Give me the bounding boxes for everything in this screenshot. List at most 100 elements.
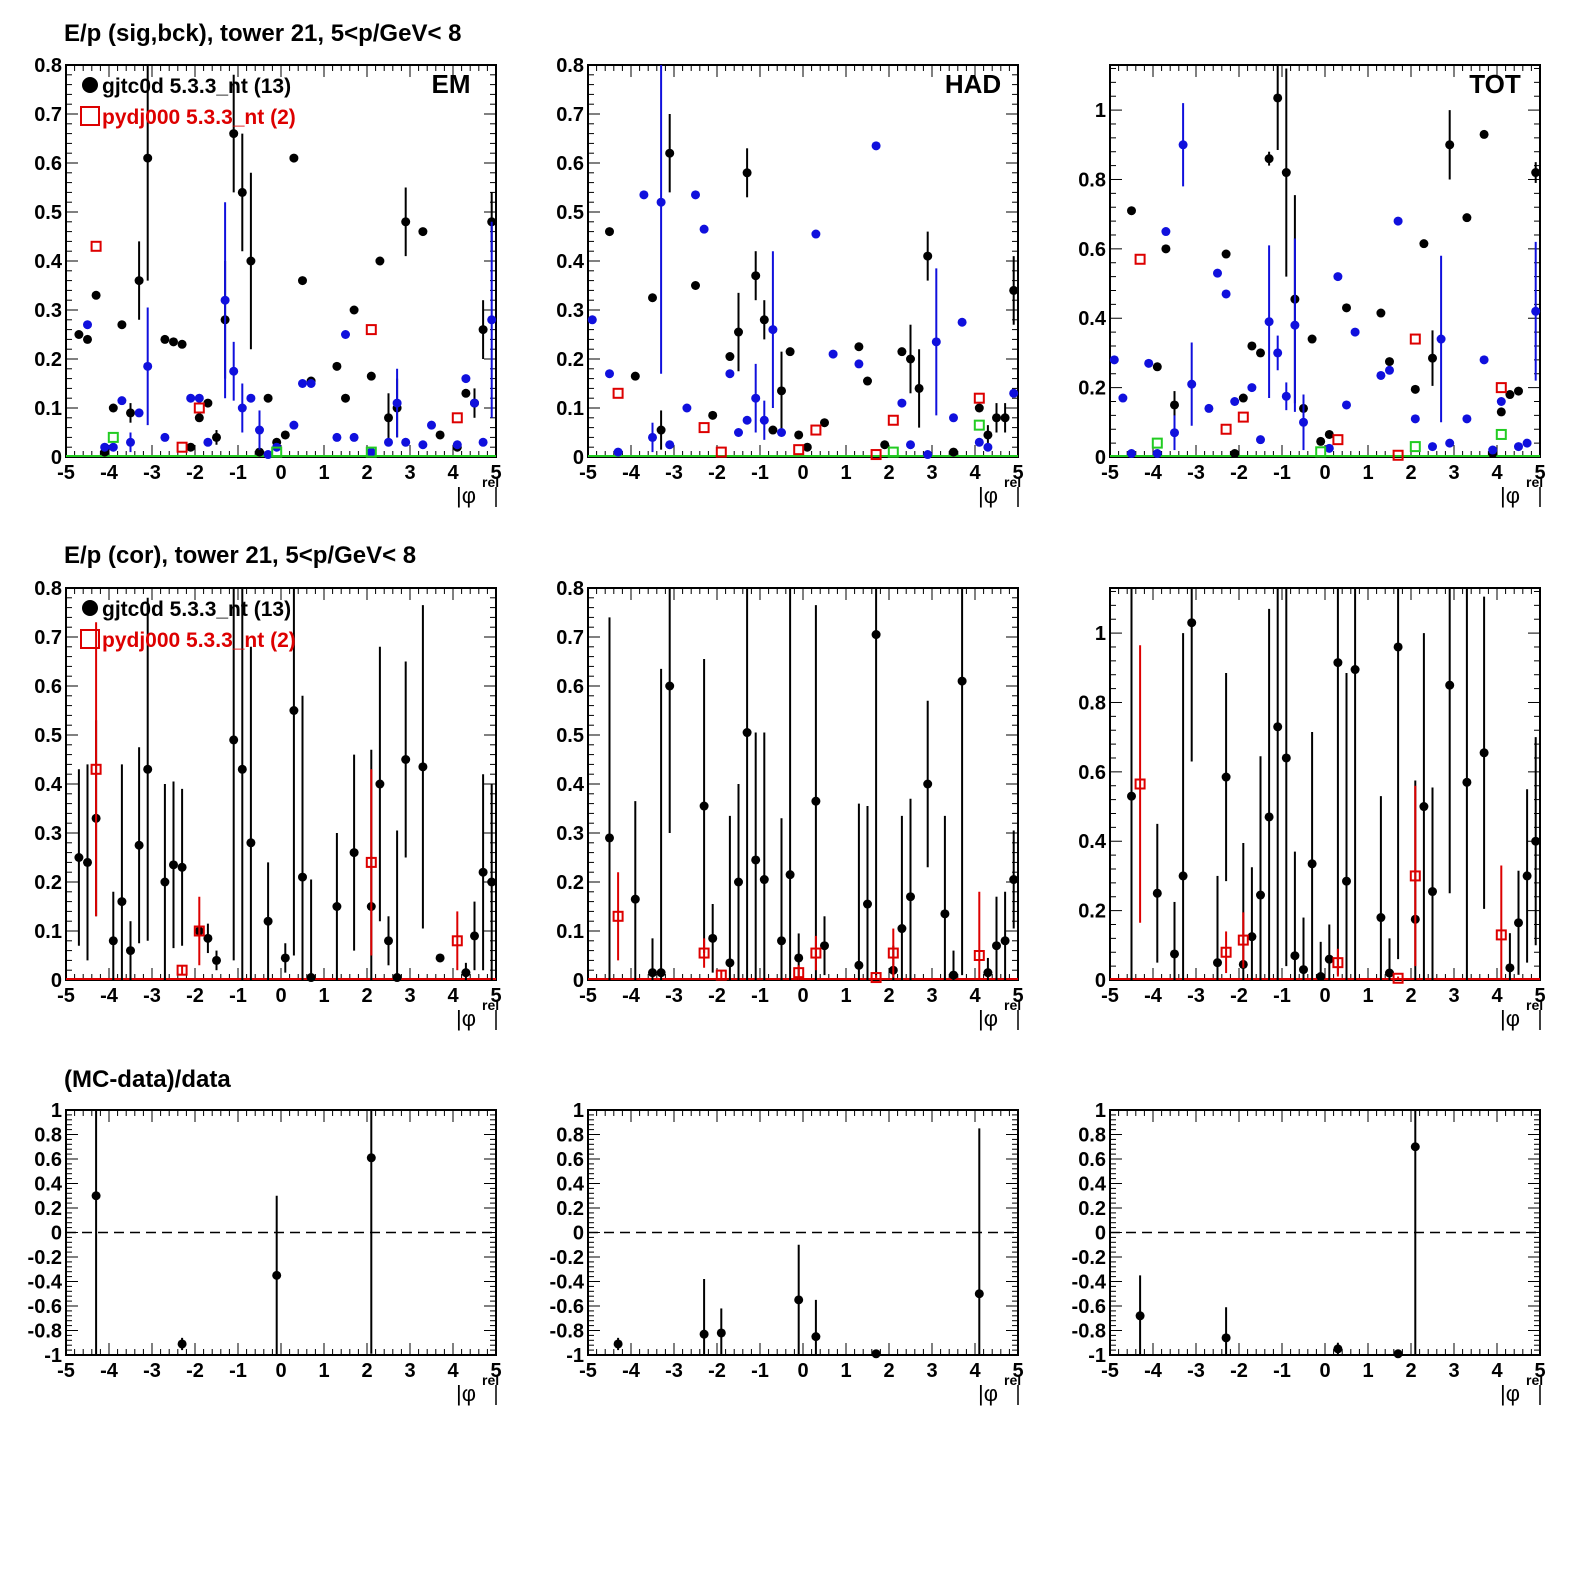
y-tick-label: 0.7	[34, 104, 62, 126]
data-point-square	[1409, 441, 1421, 453]
data-point	[375, 779, 385, 789]
panel-label: HAD	[945, 69, 1001, 99]
data-point	[108, 936, 118, 946]
plot-frame	[587, 64, 1019, 458]
x-axis-label: |φ	[978, 1381, 998, 1406]
data-point	[349, 432, 359, 442]
data-point	[1221, 289, 1231, 299]
data-point	[605, 369, 614, 379]
data-point-square	[1315, 446, 1327, 458]
x-tick-label: 4	[969, 462, 981, 484]
x-tick-label: 4	[1491, 985, 1503, 1007]
data-point	[237, 187, 247, 197]
data-point	[212, 955, 221, 965]
data-point	[768, 325, 778, 335]
data-point	[1410, 414, 1420, 424]
data-point	[1393, 642, 1403, 652]
x-tick-label: 2	[1405, 462, 1416, 484]
data-point	[1342, 303, 1351, 313]
x-tick-label: -2	[1230, 985, 1248, 1007]
x-tick-label: 0	[1319, 462, 1330, 484]
data-point	[742, 728, 752, 738]
data-point	[1496, 407, 1506, 417]
data-point	[384, 437, 393, 447]
data-point	[203, 933, 213, 943]
x-tick-label: 5	[1534, 462, 1545, 484]
data-point-square	[973, 419, 985, 431]
data-point	[289, 420, 299, 430]
data-point	[263, 450, 273, 460]
x-tick-label: -2	[708, 462, 726, 484]
x-axis-label: |φ	[456, 1381, 476, 1406]
x-tick-label: 5	[1012, 462, 1023, 484]
x-tick-label: 1	[840, 462, 851, 484]
x-tick-label: -4	[622, 985, 641, 1007]
data-point	[759, 415, 769, 425]
x-tick-label: -5	[1101, 1360, 1119, 1382]
data-point	[605, 227, 614, 237]
x-tick-label: -4	[1144, 462, 1163, 484]
data-point	[1230, 396, 1240, 406]
data-point	[366, 447, 376, 457]
data-point	[229, 735, 239, 745]
x-tick-label: 0	[1319, 985, 1330, 1007]
y-tick-label: 0.4	[34, 251, 63, 273]
data-point	[280, 953, 290, 963]
panel-label: EM	[432, 69, 471, 99]
x-tick-label: -1	[751, 985, 769, 1007]
data-point	[117, 320, 127, 330]
x-tick-label: -1	[229, 985, 247, 1007]
data-point	[1152, 888, 1162, 898]
y-tick-label: 0.3	[556, 823, 584, 845]
y-tick-label: 0	[1095, 970, 1106, 992]
y-tick-label: 0.5	[556, 725, 584, 747]
data-point	[1221, 249, 1231, 259]
data-point-square	[451, 412, 463, 424]
data-point	[897, 398, 907, 408]
x-tick-label: 4	[447, 462, 459, 484]
data-point	[854, 359, 864, 369]
data-point	[1152, 449, 1162, 459]
x-tick-label: -5	[57, 1360, 75, 1382]
chart-panel-r2c1: -1-0.8-0.6-0.4-0.200.20.40.60.81-5 -4 -3 -2…	[550, 1100, 1024, 1406]
y-tick-label: 0.2	[556, 872, 584, 894]
data-point	[375, 256, 385, 266]
data-point	[656, 968, 666, 978]
y-tick-label: -0.6	[1072, 1296, 1106, 1318]
data-point	[820, 418, 829, 428]
y-tick-label: -0.2	[28, 1247, 62, 1269]
data-point	[1281, 168, 1291, 178]
data-point	[272, 1270, 282, 1280]
data-point	[665, 148, 675, 158]
data-point	[605, 833, 614, 843]
data-point	[1462, 777, 1472, 787]
x-axis-label: |φ	[1500, 1381, 1520, 1406]
chart-panel-r1c0: 0 0.1 0.2 0.3 0.4 0.5 0.6 0.7 0.8 -5 -4 -3 -2 -1 0 1 2 3 4…	[34, 578, 501, 1031]
data-point	[1187, 618, 1197, 628]
data-point	[237, 764, 247, 774]
data-point	[1479, 355, 1489, 365]
x-tick-label: 3	[1448, 1360, 1459, 1382]
data-point	[1410, 384, 1420, 394]
data-point	[931, 337, 941, 347]
data-point-square	[1134, 778, 1146, 790]
data-point	[1350, 327, 1360, 337]
data-point	[1144, 358, 1154, 368]
data-point	[160, 877, 170, 887]
data-point	[306, 973, 316, 983]
data-point	[100, 442, 110, 452]
data-point	[691, 281, 700, 290]
data-point	[1445, 438, 1455, 448]
data-point	[1009, 388, 1019, 398]
x-tick-label: 4	[1491, 462, 1503, 484]
y-tick-label: 0.1	[556, 398, 584, 420]
data-point	[725, 958, 735, 968]
x-tick-label: -5	[579, 1360, 597, 1382]
data-point	[708, 410, 718, 420]
data-point	[220, 295, 230, 305]
data-point	[1333, 1344, 1343, 1354]
x-tick-label: -2	[186, 985, 204, 1007]
x-tick-label: 3	[926, 1360, 937, 1382]
x-tick-label: -4	[100, 462, 119, 484]
data-point	[246, 256, 256, 266]
